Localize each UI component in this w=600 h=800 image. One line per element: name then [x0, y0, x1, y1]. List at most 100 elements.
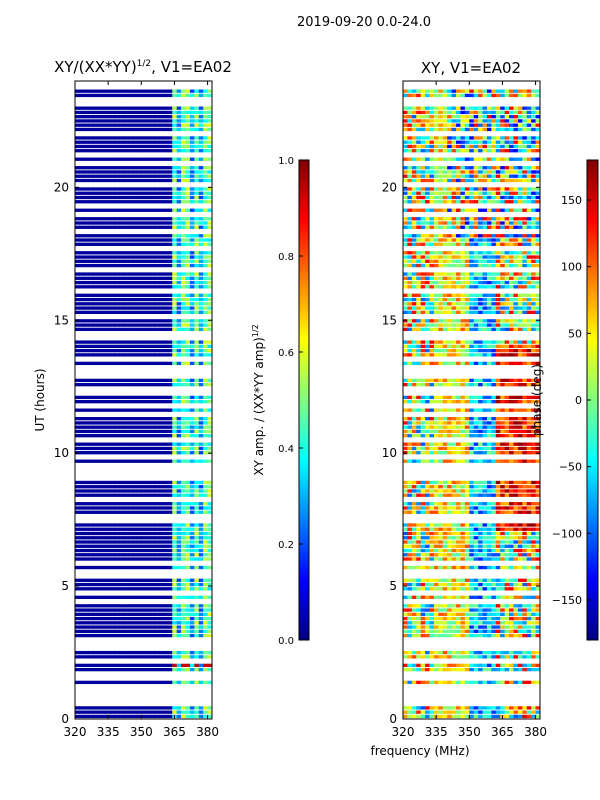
heatmap-cell	[105, 612, 111, 616]
heatmap-cell	[429, 429, 435, 434]
heatmap-cell	[189, 144, 195, 149]
heatmap-cell	[203, 459, 208, 463]
heatmap-cell	[97, 302, 102, 306]
heatmap-cell	[425, 400, 430, 404]
heatmap-cell	[154, 310, 160, 314]
heatmap-cell	[447, 408, 453, 412]
heatmap-cell	[167, 127, 173, 132]
heatmap-cell	[403, 434, 408, 438]
heatmap-cell	[495, 395, 501, 400]
heatmap-cell	[176, 523, 182, 527]
amplitude-ylabel: UT (hours)	[33, 368, 47, 431]
heatmap-cell	[185, 604, 191, 608]
heatmap-cell	[172, 442, 178, 446]
heatmap-cell	[163, 217, 169, 221]
heatmap-cell	[522, 523, 528, 527]
heatmap-cell	[442, 565, 448, 570]
heatmap-cell	[79, 225, 85, 229]
heatmap-cell	[203, 119, 208, 123]
heatmap-cell	[75, 327, 80, 332]
heatmap-cell	[154, 446, 160, 451]
heatmap-cell	[500, 502, 506, 506]
heatmap-cell	[92, 582, 98, 587]
heatmap-cell	[92, 680, 98, 685]
heatmap-cell	[416, 417, 422, 421]
heatmap-cell	[189, 536, 195, 540]
heatmap-cell	[163, 650, 169, 655]
heatmap-cell	[433, 502, 439, 506]
heatmap-cell	[473, 493, 479, 497]
heatmap-cell	[176, 621, 182, 625]
heatmap-cell	[456, 382, 461, 387]
heatmap-cell	[79, 302, 85, 306]
heatmap-cell	[198, 621, 204, 625]
heatmap-cell	[163, 502, 169, 506]
heatmap-cell	[123, 582, 129, 587]
heatmap-cell	[486, 340, 492, 344]
heatmap-cell	[123, 144, 129, 149]
heatmap-cell	[79, 629, 85, 633]
heatmap-cell	[119, 506, 125, 510]
heatmap-cell	[460, 523, 466, 527]
heatmap-cell	[181, 106, 186, 110]
heatmap-cell	[504, 553, 510, 557]
heatmap-cell	[110, 119, 116, 123]
heatmap-cell	[79, 361, 85, 366]
heatmap-cell	[79, 319, 85, 323]
heatmap-cell	[176, 93, 182, 98]
heatmap-cell	[128, 608, 133, 612]
heatmap-cell	[88, 242, 94, 246]
heatmap-cell	[105, 136, 111, 140]
heatmap-cell	[145, 123, 151, 127]
heatmap-cell	[145, 238, 151, 242]
heatmap-cell	[486, 344, 492, 349]
heatmap-cell	[150, 123, 155, 127]
heatmap-cell	[75, 531, 80, 536]
heatmap-cell	[163, 319, 169, 323]
heatmap-cell	[88, 553, 94, 557]
heatmap-cell	[464, 446, 470, 451]
heatmap-cell	[101, 187, 107, 191]
heatmap-cell	[433, 421, 439, 425]
heatmap-cell	[482, 348, 488, 353]
heatmap-cell	[447, 395, 453, 400]
heatmap-cell	[429, 663, 435, 668]
heatmap-cell	[198, 242, 204, 246]
heatmap-cell	[97, 655, 102, 659]
heatmap-cell	[172, 166, 178, 170]
heatmap-cell	[181, 425, 186, 429]
heatmap-cell	[189, 187, 195, 191]
heatmap-cell	[185, 89, 191, 93]
heatmap-cell	[150, 327, 155, 332]
heatmap-cell	[495, 655, 501, 659]
heatmap-cell	[136, 280, 142, 285]
heatmap-cell	[141, 225, 147, 229]
heatmap-cell	[491, 502, 497, 506]
heatmap-cell	[114, 629, 120, 633]
heatmap-cell	[150, 408, 155, 412]
heatmap-cell	[172, 221, 178, 225]
heatmap-cell	[442, 361, 448, 366]
heatmap-cell	[123, 238, 129, 242]
heatmap-cell	[158, 251, 164, 255]
heatmap-cell	[464, 382, 470, 387]
heatmap-cell	[132, 493, 138, 497]
heatmap-cell	[97, 540, 102, 544]
heatmap-cell	[491, 417, 497, 421]
heatmap-cell	[75, 667, 80, 672]
heatmap-cell	[495, 650, 501, 655]
heatmap-cell	[128, 340, 133, 344]
heatmap-cell	[172, 655, 178, 659]
heatmap-cell	[203, 310, 208, 314]
heatmap-cell	[509, 655, 514, 659]
heatmap-cell	[207, 310, 213, 314]
heatmap-cell	[176, 221, 182, 225]
heatmap-cell	[403, 442, 408, 446]
heatmap-cell	[123, 340, 129, 344]
heatmap-cell	[119, 565, 125, 570]
heatmap-cell	[447, 489, 453, 493]
heatmap-cell	[203, 200, 208, 204]
heatmap-cell	[433, 327, 439, 332]
heatmap-cell	[189, 425, 195, 429]
heatmap-cell	[403, 621, 408, 625]
